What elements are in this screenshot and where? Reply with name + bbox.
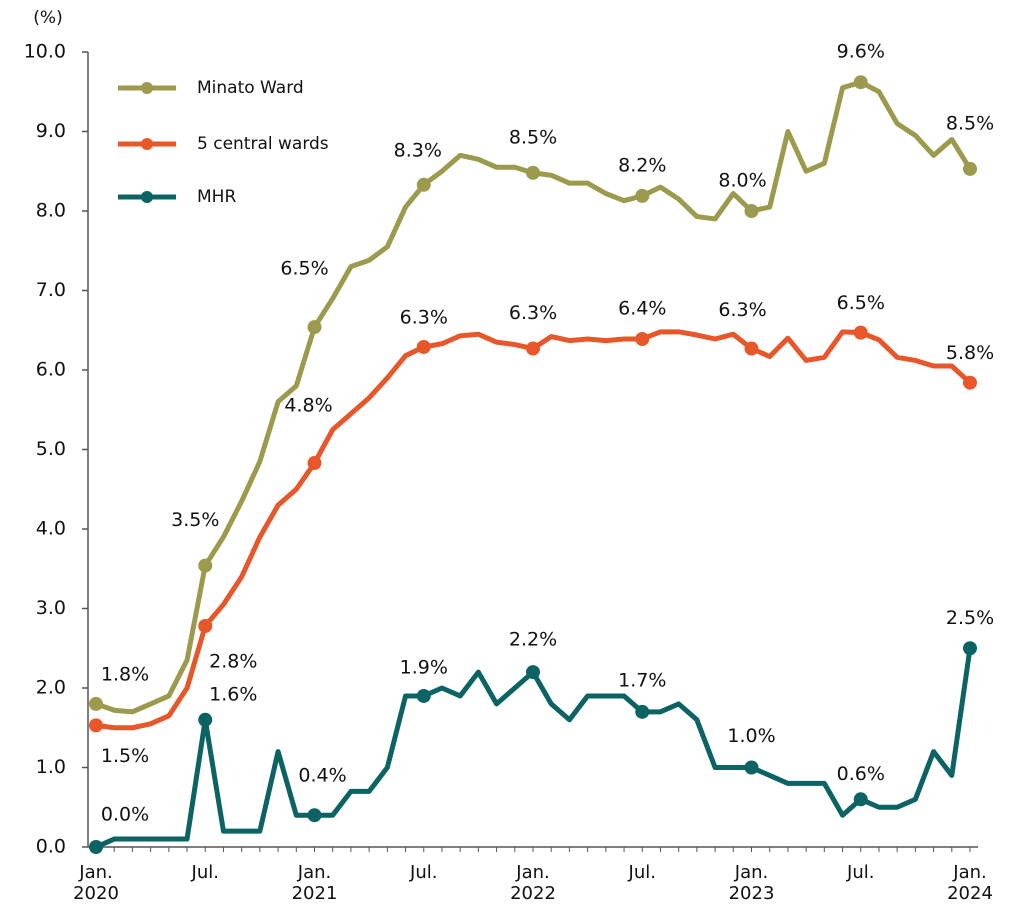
data-label: 5.8% <box>946 342 994 364</box>
data-label: 0.6% <box>837 763 885 785</box>
data-point <box>198 618 213 633</box>
data-label: 2.8% <box>209 650 257 672</box>
y-tick-label: 10.0 <box>24 41 66 63</box>
y-tick-label: 8.0 <box>36 200 66 222</box>
x-tick-label: Jan. 2023 <box>728 862 775 904</box>
legend-marker <box>141 191 153 203</box>
data-label: 8.2% <box>618 154 666 176</box>
legend-label: Minato Ward <box>197 78 304 98</box>
data-label: 6.3% <box>400 306 448 328</box>
data-label: 2.2% <box>509 629 557 651</box>
data-point <box>744 204 759 218</box>
data-point <box>526 665 540 680</box>
data-point <box>526 341 540 356</box>
data-point <box>416 339 431 354</box>
y-tick-label: 1.0 <box>36 756 66 778</box>
data-point <box>416 177 431 192</box>
data-point <box>307 456 322 471</box>
data-point <box>744 341 759 356</box>
data-label: 0.4% <box>298 765 346 787</box>
data-point <box>198 712 213 727</box>
x-tick-label: Jul. <box>847 862 875 883</box>
legend-marker <box>141 138 153 150</box>
data-point <box>526 165 540 180</box>
y-tick-label: 0.0 <box>36 836 66 858</box>
x-tick-label: Jul. <box>410 862 438 883</box>
data-point <box>853 792 868 807</box>
legend-marker <box>141 82 153 94</box>
y-tick-label: 5.0 <box>36 438 66 460</box>
x-tick-label: Jan. 2020 <box>73 862 119 904</box>
x-tick-label: Jan. 2021 <box>291 862 338 904</box>
data-point <box>963 375 977 390</box>
legend-label: MHR <box>197 187 236 207</box>
data-point <box>89 840 103 854</box>
data-point <box>744 760 759 775</box>
legend-label: 5 central wards <box>197 134 329 154</box>
data-label: 8.3% <box>394 139 442 161</box>
data-label: 8.5% <box>509 126 557 148</box>
data-label: 1.8% <box>101 663 149 685</box>
data-point <box>89 718 103 733</box>
data-point <box>198 558 213 573</box>
data-label: 4.8% <box>284 395 332 417</box>
data-point <box>416 688 431 703</box>
y-tick-label: 3.0 <box>36 597 66 619</box>
data-label: 6.5% <box>837 292 885 314</box>
data-label: 9.6% <box>837 41 885 63</box>
data-label: 6.3% <box>509 302 557 324</box>
x-tick-label: Jan. 2022 <box>510 862 556 904</box>
data-point <box>307 808 322 823</box>
data-point <box>963 641 977 656</box>
data-point <box>853 75 868 90</box>
y-tick-label: 4.0 <box>36 518 66 540</box>
data-label: 1.7% <box>618 669 666 691</box>
data-label: 1.0% <box>727 725 775 747</box>
data-label: 8.0% <box>718 170 766 192</box>
data-label: 8.5% <box>946 112 994 134</box>
y-axis-label: (%) <box>33 8 62 28</box>
data-label: 0.0% <box>101 804 149 826</box>
data-point <box>853 325 868 340</box>
y-tick-label: 9.0 <box>36 120 66 142</box>
x-tick-label: Jul. <box>628 862 656 883</box>
data-label: 2.5% <box>946 607 994 629</box>
data-point <box>635 188 650 203</box>
data-label: 3.5% <box>171 509 219 531</box>
data-point <box>307 320 322 335</box>
data-point <box>635 331 650 346</box>
data-point <box>89 696 103 711</box>
y-tick-label: 2.0 <box>36 677 66 699</box>
data-point <box>635 704 650 719</box>
y-tick-label: 6.0 <box>36 359 66 381</box>
x-tick-label: Jul. <box>191 862 219 883</box>
data-label: 6.3% <box>718 299 766 321</box>
y-tick-label: 7.0 <box>36 279 66 301</box>
data-label: 6.5% <box>280 258 328 280</box>
x-tick-label: Jan. 2024 <box>947 862 993 904</box>
data-point <box>963 161 977 176</box>
data-label: 1.9% <box>400 656 448 678</box>
data-label: 6.4% <box>618 297 666 319</box>
data-label: 1.5% <box>101 745 149 767</box>
data-label: 1.6% <box>209 683 257 705</box>
